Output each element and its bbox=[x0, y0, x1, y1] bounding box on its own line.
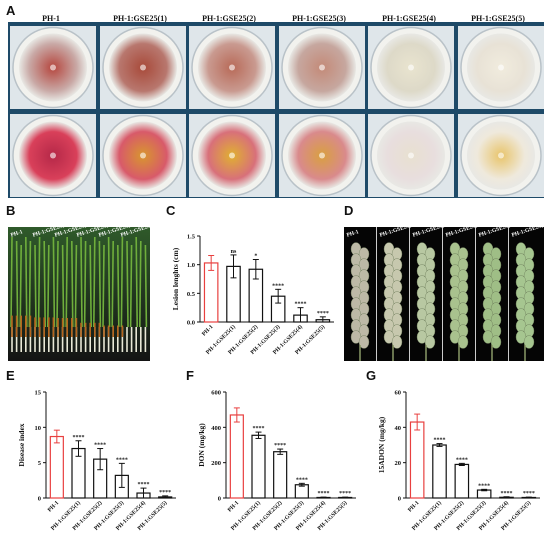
panel-a-plates bbox=[8, 22, 544, 198]
panel-a-header-2: PH-1:GSE25(1) bbox=[113, 14, 167, 23]
fungal-colony bbox=[368, 114, 454, 197]
significance-label: **** bbox=[339, 491, 351, 497]
y-tick-label: 5 bbox=[38, 460, 42, 467]
panel-label-f: F bbox=[186, 368, 194, 383]
x-tick-label: PH-1 bbox=[47, 500, 60, 513]
culture-plate bbox=[99, 26, 186, 109]
y-axis-label: 15ADON (mg/kg) bbox=[377, 416, 386, 473]
bar bbox=[229, 414, 244, 499]
culture-plate bbox=[10, 114, 96, 197]
significance-label: **** bbox=[295, 302, 307, 308]
culture-plate bbox=[189, 26, 275, 109]
significance-label: **** bbox=[159, 490, 171, 496]
bar bbox=[454, 463, 470, 499]
fungal-colony bbox=[189, 26, 275, 109]
panel-label-c: C bbox=[166, 203, 176, 218]
culture-plate bbox=[278, 114, 365, 197]
fungal-colony bbox=[368, 26, 454, 109]
culture-plate bbox=[457, 26, 544, 109]
significance-label: **** bbox=[272, 283, 284, 289]
y-tick-label: 0 bbox=[38, 496, 41, 503]
panel-b-seedlings-image bbox=[8, 227, 150, 361]
y-tick-label: 400 bbox=[211, 425, 221, 432]
culture-plate bbox=[457, 114, 544, 197]
significance-label: **** bbox=[116, 457, 128, 463]
y-tick-label: 40 bbox=[395, 425, 402, 432]
panel-a-header-4: PH-1:GSE25(3) bbox=[292, 14, 346, 23]
significance-label: **** bbox=[253, 426, 265, 432]
y-axis-label: DON (mg/kg) bbox=[197, 423, 206, 467]
fungal-colony bbox=[10, 26, 96, 109]
x-tick-label: PH-1 bbox=[227, 500, 240, 513]
significance-label: ns bbox=[231, 249, 237, 255]
panel-label-g: G bbox=[366, 368, 377, 383]
panel-d-wheat-heads-image bbox=[350, 227, 535, 361]
fungal-colony bbox=[457, 114, 544, 197]
culture-plate bbox=[10, 26, 96, 109]
y-tick-label: 600 bbox=[211, 390, 221, 397]
fungal-colony bbox=[10, 114, 96, 197]
panel-a-header-6: PH-1:GSE25(5) bbox=[471, 14, 525, 23]
panel-d-photo: PH-1 PH-1:GSE25(1) PH-1:GSE25(2) PH-1:GSE25… bbox=[344, 227, 544, 361]
bar bbox=[49, 435, 64, 499]
significance-label: **** bbox=[94, 443, 106, 449]
bar bbox=[432, 444, 447, 499]
culture-plate bbox=[99, 114, 186, 197]
fungal-colony bbox=[99, 26, 186, 109]
panel-a-header-1: PH-1 bbox=[42, 14, 60, 23]
significance-label: **** bbox=[73, 435, 85, 441]
significance-label: **** bbox=[456, 457, 468, 463]
x-tick-label: PH-1 bbox=[201, 324, 214, 337]
y-tick-label: 0 bbox=[398, 496, 401, 503]
fungal-colony bbox=[189, 114, 275, 197]
significance-label: * bbox=[254, 254, 257, 260]
panel-label-d: D bbox=[344, 203, 354, 218]
bar bbox=[294, 484, 309, 499]
culture-plate bbox=[189, 114, 275, 197]
y-tick-label: 1.5 bbox=[187, 234, 196, 241]
panel-b-photo: PH-1 PH-1:GSE25(1) PH-1:GSE25(2) PH-1:GSE25… bbox=[8, 227, 150, 361]
fungal-colony bbox=[457, 26, 544, 109]
significance-label: **** bbox=[138, 482, 150, 488]
significance-label: **** bbox=[274, 443, 286, 449]
y-tick-label: 15 bbox=[35, 390, 42, 397]
panel-a-header-5: PH-1:GSE25(4) bbox=[382, 14, 436, 23]
y-tick-label: 1.0 bbox=[187, 262, 195, 269]
significance-label: **** bbox=[296, 477, 308, 483]
significance-label: **** bbox=[317, 311, 329, 317]
significance-label: **** bbox=[478, 483, 490, 489]
fungal-colony bbox=[278, 26, 365, 109]
y-tick-label: 10 bbox=[35, 425, 42, 432]
y-tick-label: 20 bbox=[395, 460, 402, 467]
x-tick-label: PH-1 bbox=[407, 500, 420, 513]
culture-plate bbox=[278, 26, 365, 109]
y-tick-label: 0.0 bbox=[187, 320, 195, 327]
y-axis-label: Lesion lenghts (cm) bbox=[171, 247, 180, 310]
significance-label: **** bbox=[434, 438, 446, 444]
y-tick-label: 0.5 bbox=[187, 291, 196, 298]
y-tick-label: 0 bbox=[218, 496, 221, 503]
panel-label-a: A bbox=[6, 3, 16, 18]
significance-label: **** bbox=[523, 491, 535, 497]
bar bbox=[409, 421, 425, 499]
bar bbox=[273, 451, 288, 499]
panel-a-header-3: PH-1:GSE25(2) bbox=[202, 14, 256, 23]
y-tick-label: 200 bbox=[211, 460, 221, 467]
culture-plate bbox=[368, 26, 454, 109]
fungal-colony bbox=[99, 114, 186, 197]
bar bbox=[251, 434, 266, 499]
bar bbox=[203, 262, 219, 323]
fungal-colony bbox=[278, 114, 365, 197]
y-tick-label: 60 bbox=[395, 390, 402, 397]
y-axis-label: Disease index bbox=[17, 423, 26, 466]
panel-label-b: B bbox=[6, 203, 16, 218]
significance-label: **** bbox=[318, 491, 330, 497]
significance-label: **** bbox=[501, 491, 513, 497]
panel-label-e: E bbox=[6, 368, 15, 383]
culture-plate bbox=[368, 114, 454, 197]
